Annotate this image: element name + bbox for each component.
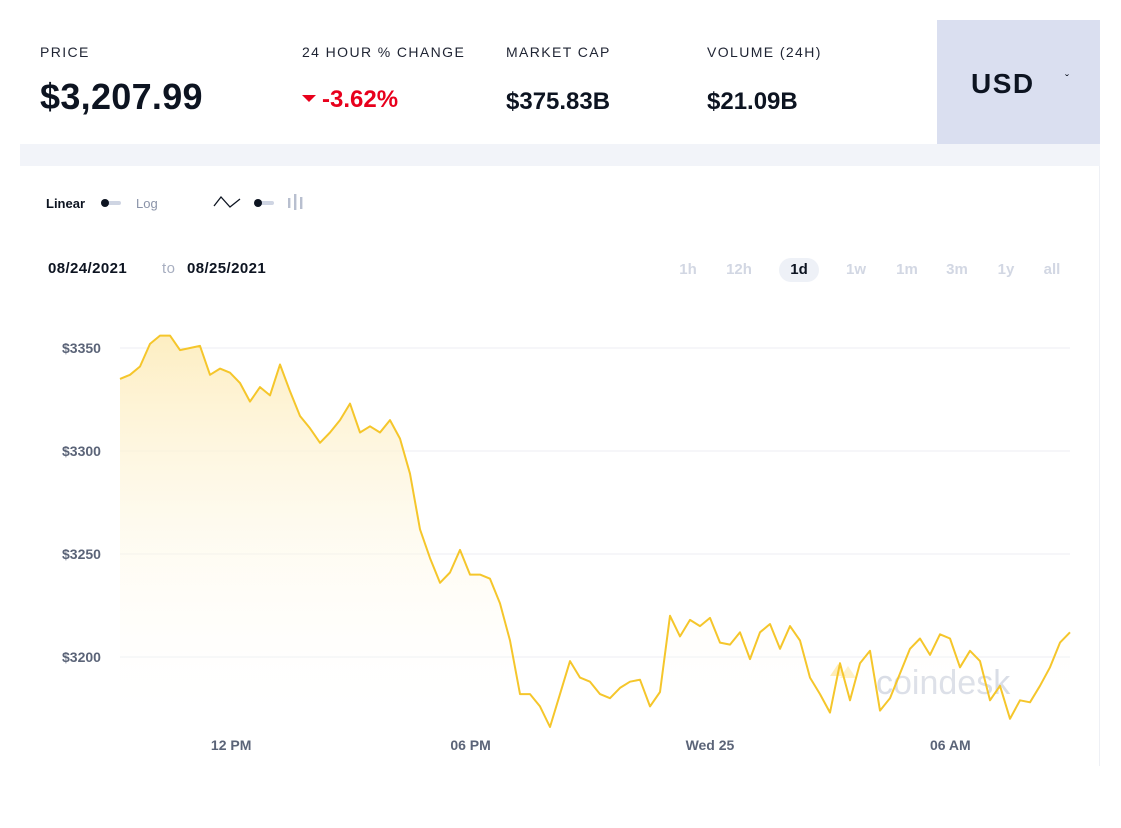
linear-scale-label[interactable]: Linear	[46, 196, 86, 211]
change-label: 24 HOUR % CHANGE	[302, 44, 466, 60]
chart-type-toggle-knob	[254, 199, 262, 207]
period-1m[interactable]: 1m	[896, 261, 918, 278]
x-tick-label: Wed 25	[686, 737, 735, 753]
period-1d[interactable]: 1d	[779, 258, 819, 282]
price-label: PRICE	[40, 44, 90, 60]
change-value-wrap: -3.62%	[302, 86, 398, 114]
market-stats-panel: PRICE $3,207.99 24 HOUR % CHANGE -3.62% …	[20, 20, 1100, 144]
period-all[interactable]: all	[1043, 261, 1061, 278]
market-cap-label: MARKET CAP	[506, 44, 611, 60]
chart-type-toggle-track	[258, 201, 274, 205]
market-cap-value: $375.83B	[506, 88, 611, 115]
change-value: -3.62%	[322, 86, 399, 113]
price-line	[119, 334, 1071, 728]
currency-label: USD	[971, 68, 1035, 99]
price-value: $3,207.99	[40, 76, 203, 117]
y-axis: $3350 $3300 $3250 $3200	[62, 340, 101, 665]
scale-toggle-switch[interactable]	[101, 199, 123, 207]
volume-label: VOLUME (24H)	[707, 44, 822, 60]
range-start-date[interactable]: 08/24/2021	[48, 260, 128, 277]
period-selector: 1h 12h 1d 1w 1m 3m 1y all	[670, 258, 1070, 284]
scale-toggle-knob	[101, 199, 109, 207]
period-1h[interactable]: 1h	[679, 261, 697, 278]
period-1y[interactable]: 1y	[997, 261, 1015, 278]
y-tick-label: $3300	[62, 443, 101, 459]
line-chart-icon[interactable]	[213, 194, 241, 210]
y-tick-label: $3250	[62, 546, 101, 562]
currency-selector[interactable]: USD ˇ	[937, 20, 1100, 144]
x-tick-label: 12 PM	[211, 737, 251, 753]
period-12h[interactable]: 12h	[726, 261, 752, 278]
period-3m[interactable]: 3m	[946, 261, 968, 278]
x-axis: 12 PM 06 PM Wed 25 06 AM	[211, 737, 971, 753]
period-1w[interactable]: 1w	[845, 261, 866, 278]
volume-value: $21.09B	[707, 88, 798, 115]
price-area-fill	[120, 335, 1070, 730]
chevron-down-icon: ˇ	[1065, 72, 1069, 86]
y-tick-label: $3200	[62, 649, 101, 665]
candlestick-chart-icon[interactable]	[287, 192, 305, 212]
header-divider-band	[20, 144, 1100, 166]
range-to-label: to	[162, 260, 176, 277]
chart-type-toggle-switch[interactable]	[254, 199, 276, 207]
scale-toggle-track	[105, 201, 121, 205]
chart-panel-border	[1099, 166, 1100, 766]
y-tick-label: $3350	[62, 340, 101, 356]
log-scale-label[interactable]: Log	[136, 196, 158, 211]
x-tick-label: 06 PM	[450, 737, 490, 753]
caret-down-icon	[302, 95, 316, 103]
range-end-date[interactable]: 08/25/2021	[187, 260, 267, 277]
x-tick-label: 06 AM	[930, 737, 971, 753]
